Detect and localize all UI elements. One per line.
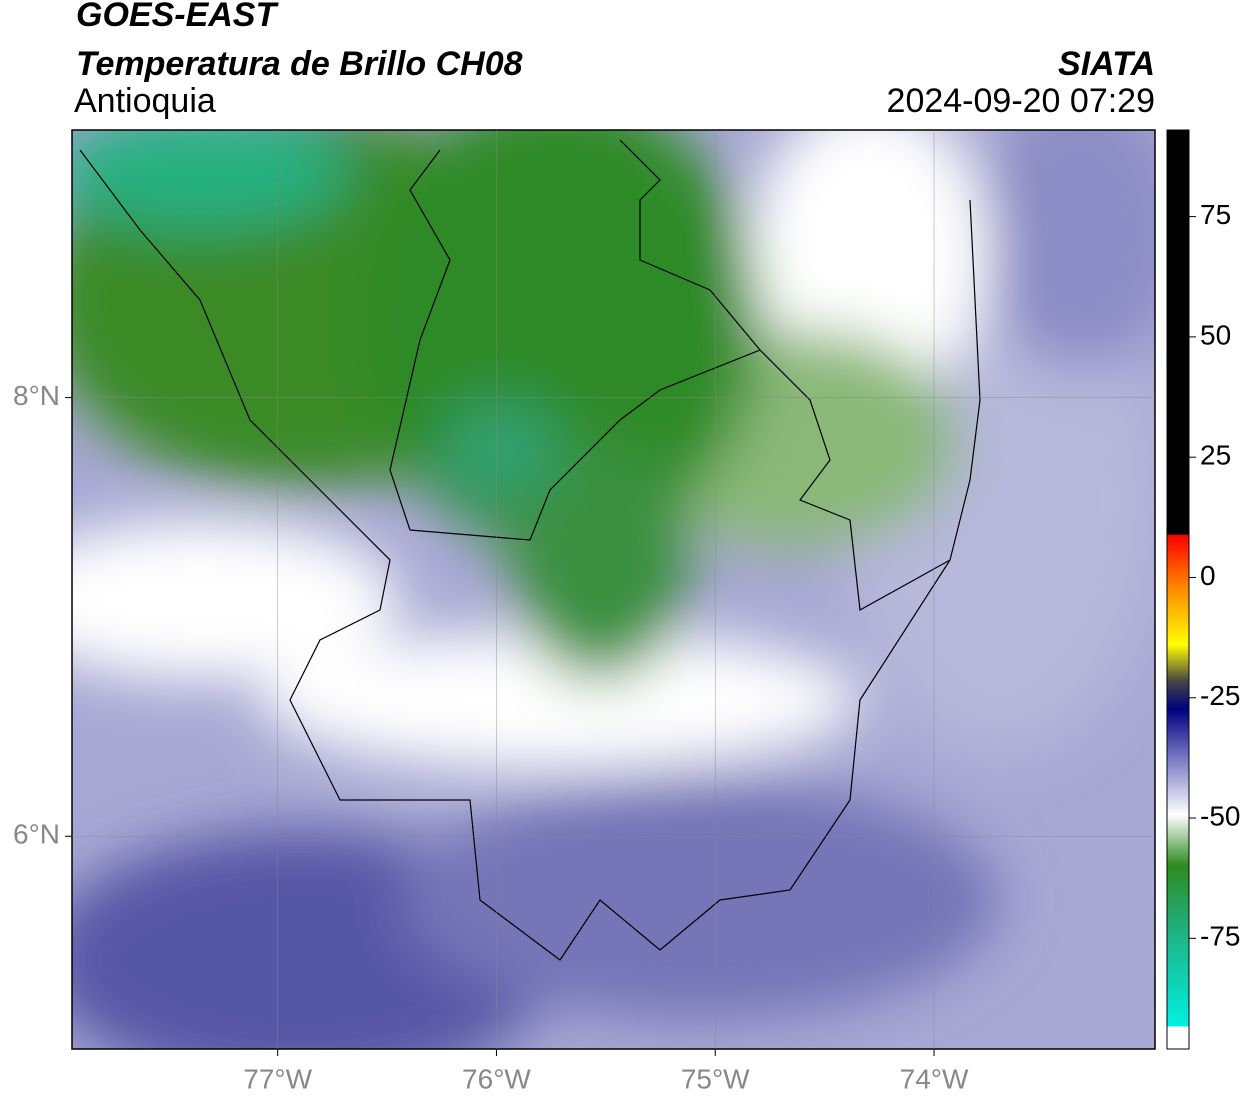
colorbar-tick-label: 0 [1200, 560, 1216, 591]
colorbar-tick-label: -25 [1200, 680, 1240, 711]
x-tick-label: 75°W [681, 1063, 750, 1094]
colorbar [1166, 129, 1190, 1050]
region: Antioquia [74, 82, 216, 120]
y-tick-label: 6°N [13, 819, 60, 850]
map-image [72, 130, 1155, 1049]
colorbar-tick-label: 50 [1200, 319, 1231, 350]
map-frame [71, 129, 1156, 1050]
title: GOES-EAST [76, 0, 279, 34]
subtitle: Temperatura de Brillo CH08 [76, 45, 523, 83]
colorbar-tick-label: -75 [1200, 921, 1240, 952]
colorbar-tick-label: 75 [1200, 199, 1231, 230]
x-tick-label: 76°W [462, 1063, 531, 1094]
x-tick-label: 74°W [900, 1063, 969, 1094]
colorbar-tick-label: 25 [1200, 440, 1231, 471]
datetime: 2024-09-20 07:29 [887, 82, 1155, 120]
source: SIATA [1058, 45, 1155, 83]
x-tick-label: 77°W [243, 1063, 312, 1094]
colorbar-tick-label: -50 [1200, 800, 1240, 831]
y-tick-label: 8°N [13, 380, 60, 411]
